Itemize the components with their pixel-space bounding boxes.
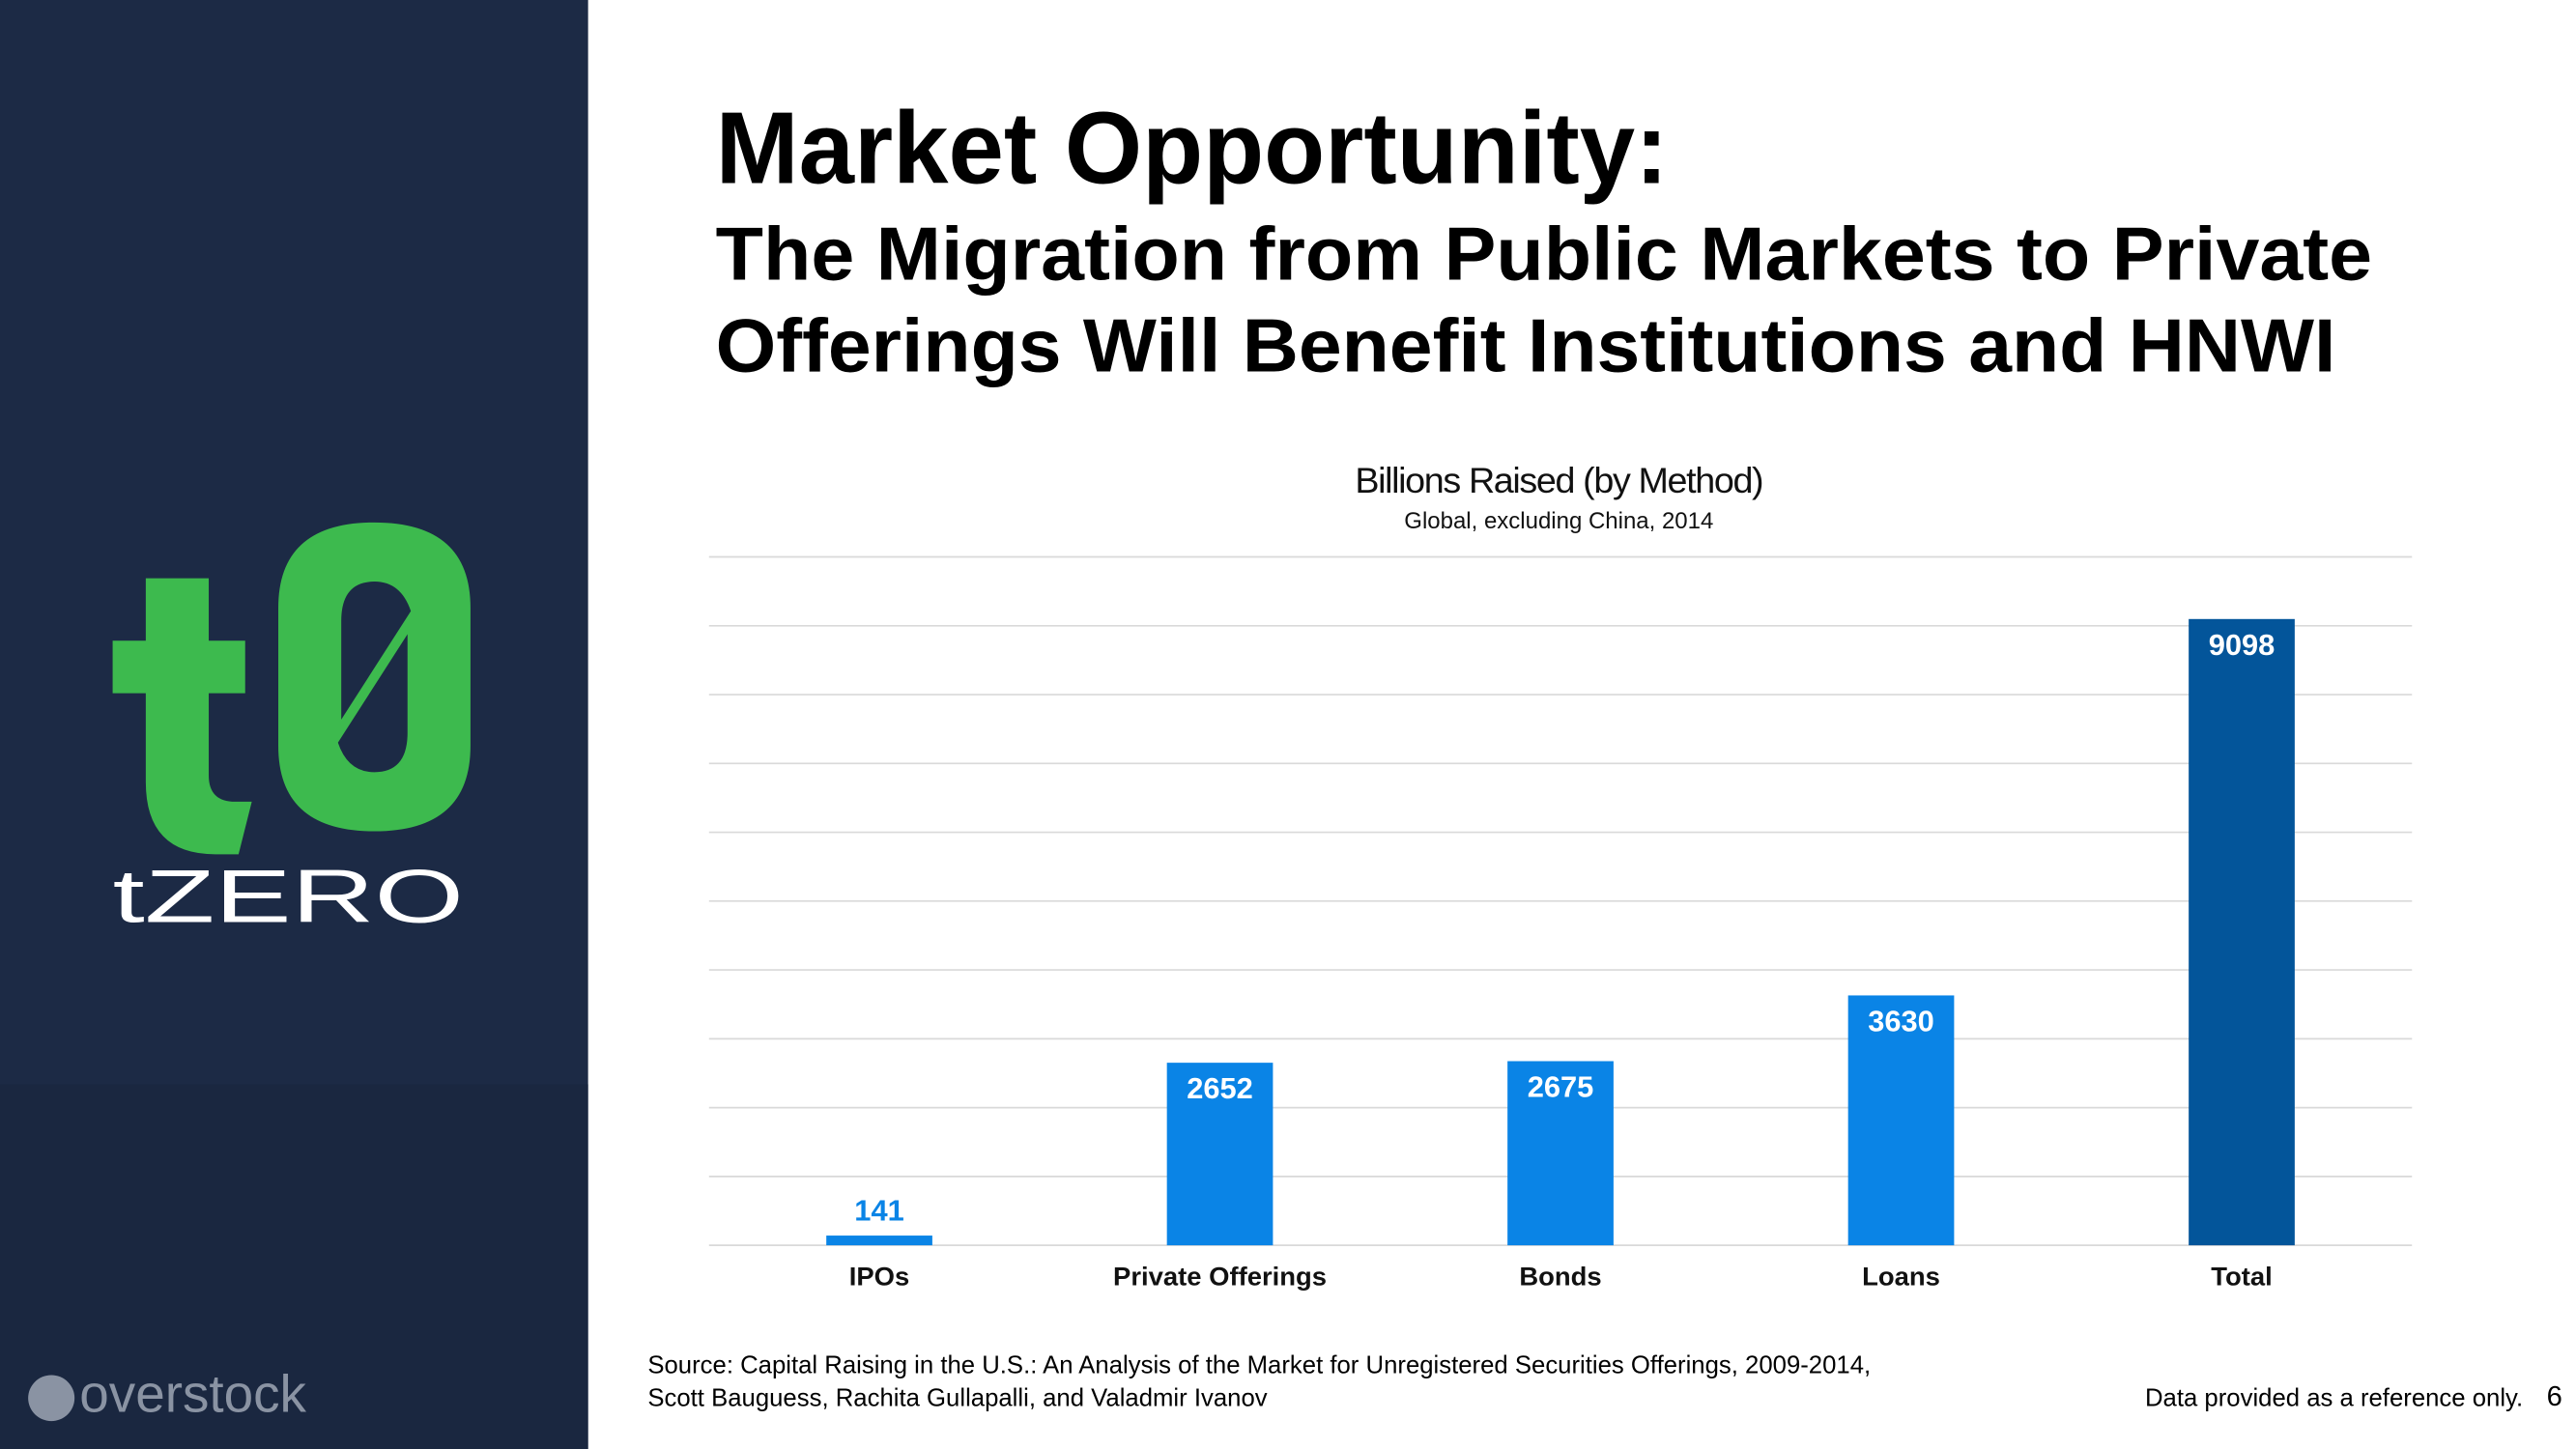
partner-name: overstock	[79, 1365, 306, 1424]
x-tick-label: Loans	[1862, 1261, 1940, 1291]
bar	[1507, 1061, 1614, 1246]
source: Scott Bauguess, Rachita Gullapalli, and …	[647, 1385, 1267, 1412]
bar	[2189, 618, 2295, 1246]
bar	[1166, 1063, 1274, 1246]
value-label: 3630	[1868, 1005, 1934, 1038]
x-tick-label: Private Offerings	[1113, 1261, 1327, 1291]
x-tick-label: Total	[2211, 1261, 2272, 1291]
chart-title: Billions Raised (by Method)	[1355, 460, 1762, 500]
slide-subtitle: Offerings Will Benefit Institutions and …	[716, 303, 2336, 388]
bar	[826, 1236, 932, 1246]
slide-title: Market Opportunity:	[716, 92, 1669, 206]
slide-subtitle: The Migration from Public Markets to Pri…	[716, 212, 2372, 297]
x-tick-label: IPOs	[849, 1261, 910, 1291]
partner-icon	[28, 1375, 75, 1422]
page-number: 6	[2547, 1381, 2562, 1412]
logo-mark	[112, 522, 471, 855]
brand-name: tZERO	[113, 854, 464, 939]
footer-note: Data provided as a reference only.	[2145, 1385, 2523, 1412]
value-label: 2652	[1187, 1071, 1253, 1105]
sidebar-skyline	[0, 1084, 588, 1449]
value-label: 2675	[1528, 1070, 1594, 1104]
value-label: 141	[854, 1193, 903, 1227]
x-tick-label: Bonds	[1519, 1261, 1601, 1291]
chart-subtitle: Global, excluding China, 2014	[1404, 508, 1713, 534]
value-label: 9098	[2209, 628, 2275, 662]
source: Source: Capital Raising in the U.S.: An …	[647, 1352, 1871, 1379]
bar	[1847, 995, 1955, 1246]
